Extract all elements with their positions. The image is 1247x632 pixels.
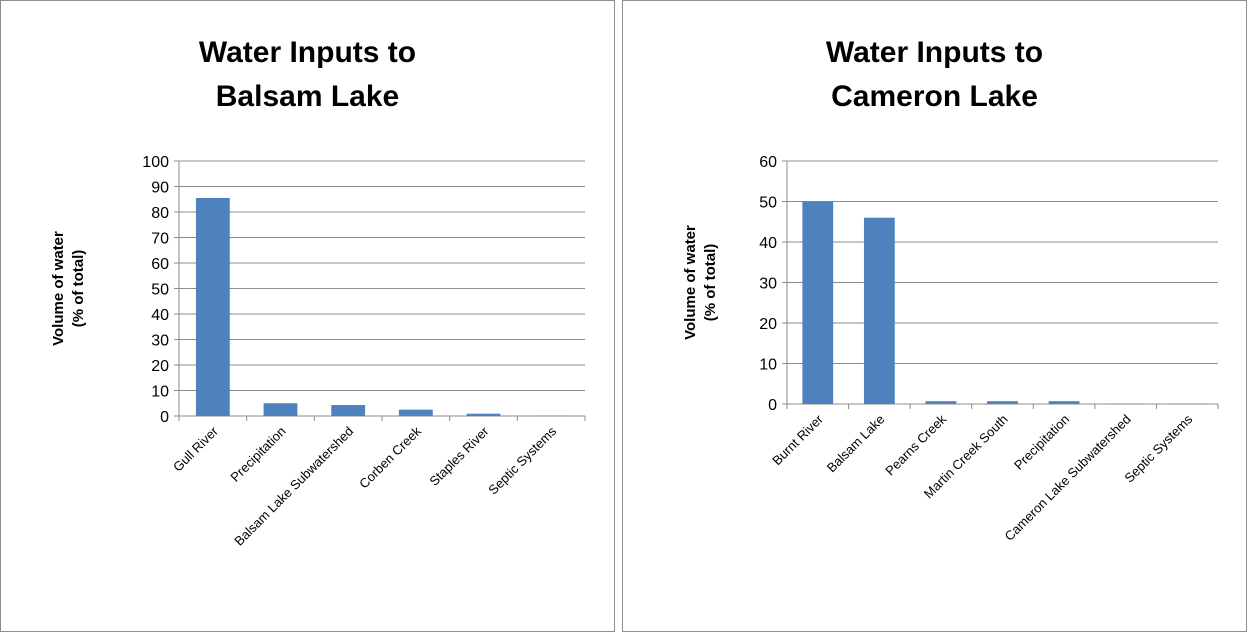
y-tick-label: 10 — [759, 357, 777, 374]
x-category-label: Precipitation — [227, 424, 288, 485]
bar — [263, 403, 298, 416]
x-category-label: Septic Systems — [485, 423, 559, 497]
y-tick-label: 90 — [151, 180, 169, 197]
y-tick-label: 20 — [151, 358, 169, 375]
y-tick-label: 40 — [759, 235, 777, 252]
y-tick-label: 20 — [759, 316, 777, 333]
y-tick-label: 50 — [151, 282, 169, 299]
bar — [398, 409, 433, 416]
y-tick-label: 80 — [151, 205, 169, 222]
x-category-label: Cameron Lake Subwatershed — [1002, 412, 1134, 544]
bar — [331, 405, 366, 416]
x-category-label: Staples River — [426, 423, 492, 489]
y-axis-label: Volume of water — [682, 225, 699, 340]
y-axis-label: Volume of water — [50, 231, 67, 346]
y-tick-label: 50 — [759, 195, 777, 212]
balsam-lake-plot: 0 10 20 30 40 50 60 70 80 90 100 Gull River Precipit… — [50, 154, 586, 549]
y-tick-label: 30 — [759, 276, 777, 293]
cameron-lake-chart: Water Inputs to Cameron Lake 0 10 20 30 40 50… — [622, 0, 1247, 632]
x-category-label: Pearns Creek — [882, 411, 949, 478]
x-category-label: Balsam Lake — [824, 412, 888, 476]
chart-title-line-2: Cameron Lake — [831, 80, 1038, 113]
bar — [466, 413, 501, 416]
y-tick-label: 0 — [768, 397, 777, 414]
y-tick-label: 10 — [151, 384, 169, 401]
bar — [925, 401, 957, 404]
chart-title-line-2: Balsam Lake — [215, 80, 400, 113]
x-category-label: Precipitation — [1011, 412, 1072, 473]
chart-title: Water Inputs to Balsam Lake — [1, 31, 614, 119]
balsam-lake-chart: Water Inputs to Balsam Lake 0 10 20 30 40 50 6… — [0, 0, 615, 632]
bar — [195, 197, 230, 416]
y-tick-label: 0 — [160, 409, 169, 426]
chart-title: Water Inputs to Cameron Lake — [623, 31, 1246, 119]
x-category-label: Burnt River — [769, 411, 826, 468]
chart-title-line-1: Water Inputs to — [198, 36, 417, 69]
x-category-label: Corben Creek — [356, 423, 424, 491]
bar — [1048, 401, 1080, 404]
y-axis-label: (% of total) — [70, 250, 87, 327]
y-tick-label: 40 — [151, 307, 169, 324]
y-tick-label: 60 — [151, 256, 169, 273]
y-tick-label: 100 — [142, 154, 169, 171]
bar — [987, 401, 1018, 404]
y-axis-label: (% of total) — [702, 244, 719, 321]
y-tick-label: 30 — [151, 333, 169, 350]
chart-title-line-1: Water Inputs to — [825, 36, 1044, 69]
bar — [802, 201, 834, 404]
bar — [863, 217, 895, 404]
x-category-label: Gull River — [170, 423, 221, 474]
x-category-label: Balsam Lake Subwatershed — [231, 424, 356, 549]
y-tick-label: 70 — [151, 231, 169, 248]
y-tick-label: 60 — [759, 154, 777, 171]
